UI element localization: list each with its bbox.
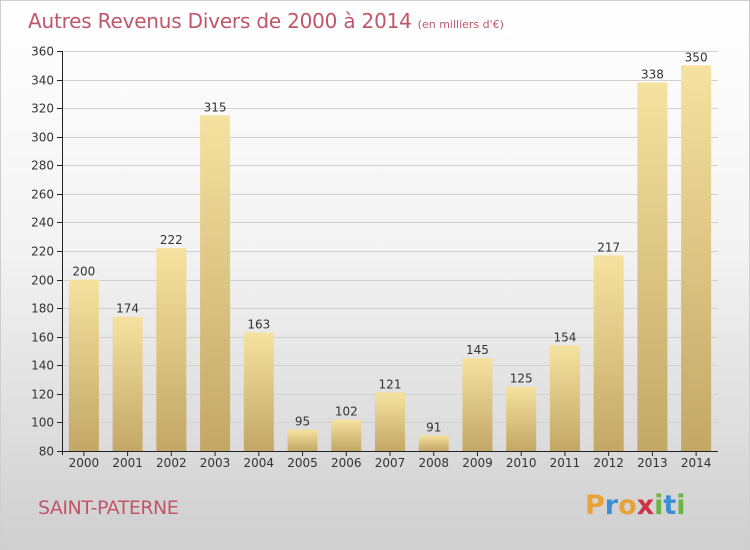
brand-letter: P — [585, 490, 605, 521]
value-label: 350 — [685, 50, 708, 64]
value-label: 217 — [597, 240, 620, 254]
bar-2012 — [593, 255, 624, 451]
y-tick-label: 300 — [31, 131, 54, 145]
bar-2000 — [68, 279, 99, 451]
value-label: 121 — [379, 377, 402, 391]
x-tick-label: 2011 — [550, 456, 581, 470]
bar-2014 — [681, 65, 712, 452]
y-tick-label: 180 — [31, 302, 54, 316]
y-tick-label: 160 — [31, 331, 54, 345]
value-label: 174 — [116, 302, 139, 316]
brand-letter: i — [676, 490, 686, 521]
brand-letter: t — [663, 490, 677, 521]
bar-2013 — [637, 82, 668, 451]
chart-subtitle: (en milliers d'€) — [417, 18, 504, 31]
brand-letter: o — [618, 490, 637, 521]
y-tick-label: 140 — [31, 359, 54, 373]
x-tick-label: 2000 — [69, 456, 100, 470]
chart-title: Autres Revenus Divers de 2000 à 2014 (en … — [28, 9, 504, 33]
x-tick-labels: 2000 2001 2002 2003 2004 2005 2006 2007 2008 2009… — [69, 456, 712, 470]
x-tick-label: 2005 — [287, 456, 318, 470]
x-tick-label: 2006 — [331, 456, 362, 470]
value-label: 315 — [204, 100, 227, 114]
y-tick-label: 220 — [31, 245, 54, 259]
bar-2011 — [549, 345, 580, 451]
y-tick-labels: 80 100 120 140 160 180 200 220 240 260 280 300 320 34… — [31, 45, 54, 459]
bar-2009 — [462, 358, 493, 451]
value-label: 163 — [247, 317, 270, 331]
y-tick-label: 360 — [31, 45, 54, 59]
bar-2007 — [375, 392, 405, 451]
bar-2006 — [331, 419, 362, 451]
y-tick-label: 100 — [31, 416, 54, 430]
value-label: 125 — [510, 372, 533, 386]
brand-logo: Proxiti — [585, 490, 686, 521]
bar-2004 — [243, 332, 274, 451]
x-tick-label: 2012 — [593, 456, 624, 470]
bar-2010 — [506, 386, 537, 451]
value-label: 338 — [641, 67, 664, 81]
y-tick-label: 260 — [31, 188, 54, 202]
x-tick-label: 2007 — [375, 456, 406, 470]
x-tick-label: 2013 — [637, 456, 668, 470]
bar-2002 — [156, 248, 187, 451]
value-labels: 200 174 222 315 163 95 102 121 91 145 125 154 217 338… — [72, 50, 707, 434]
y-tick-label: 120 — [31, 388, 54, 402]
x-tick-label: 2002 — [156, 456, 187, 470]
y-tick-label: 320 — [31, 102, 54, 116]
value-label: 102 — [335, 405, 358, 419]
y-tick-label: 280 — [31, 159, 54, 173]
value-label: 200 — [72, 265, 95, 279]
chart-title-text: Autres Revenus Divers de 2000 à 2014 — [28, 9, 412, 33]
value-label: 222 — [160, 233, 183, 247]
x-tick-label: 2004 — [244, 456, 275, 470]
brand-letter: r — [604, 490, 619, 521]
bar-2005 — [287, 429, 318, 451]
x-tick-label: 2001 — [112, 456, 143, 470]
y-tick-label: 340 — [31, 74, 54, 88]
bars — [68, 65, 712, 452]
y-tick-label: 200 — [31, 274, 54, 288]
value-label: 95 — [295, 415, 310, 429]
value-label: 91 — [426, 420, 441, 434]
bar-2003 — [200, 115, 231, 452]
axes — [57, 51, 718, 456]
y-tick-label: 240 — [31, 216, 54, 230]
x-tick-label: 2014 — [681, 456, 712, 470]
x-tick-label: 2008 — [418, 456, 449, 470]
x-tick-label: 2010 — [506, 456, 537, 470]
x-tick-label: 2009 — [462, 456, 493, 470]
x-tick-label: 2003 — [200, 456, 231, 470]
value-label: 145 — [466, 343, 489, 357]
brand-letter: x — [636, 490, 655, 521]
bar-2008 — [418, 435, 449, 451]
commune-name: SAINT-PATERNE — [38, 497, 179, 519]
bar-2001 — [112, 316, 143, 451]
brand-letter: i — [654, 490, 664, 521]
value-label: 154 — [553, 330, 576, 344]
y-tick-label: 80 — [39, 445, 54, 459]
